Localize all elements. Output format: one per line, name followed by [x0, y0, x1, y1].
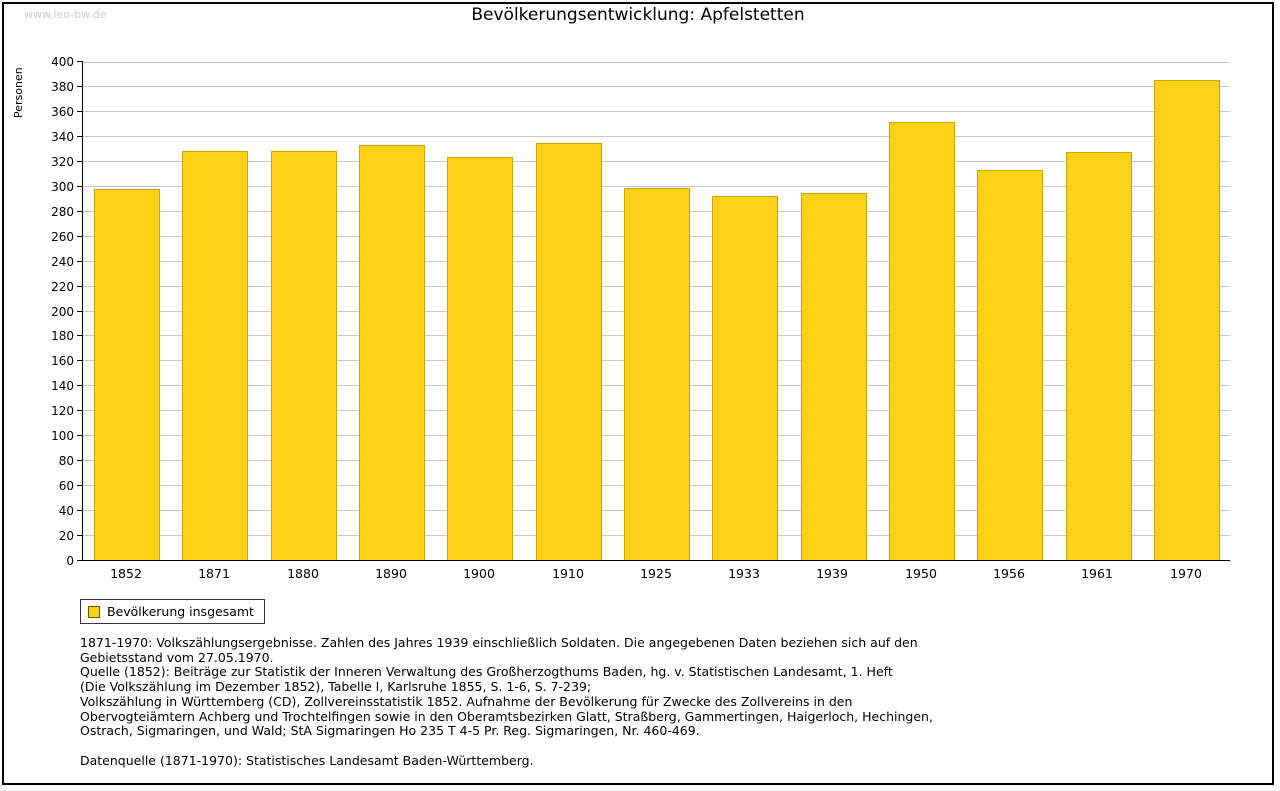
y-tick-label: 100 [51, 429, 74, 443]
y-tick-label: 20 [58, 529, 74, 543]
bar-1933 [712, 196, 778, 560]
y-axis-tick [77, 335, 83, 336]
y-axis-tick [77, 385, 83, 386]
y-tick-label: 60 [58, 479, 74, 493]
y-tick-label: 360 [51, 105, 74, 119]
watermark: www.leo-bw.de [24, 8, 107, 21]
y-axis-tick [77, 286, 83, 287]
gridline [83, 161, 1230, 162]
x-tick-label: 1890 [375, 566, 407, 581]
footer-line: (Die Volkszählung im Dezember 1852), Tab… [80, 679, 592, 695]
bar-1871 [182, 151, 248, 560]
bar-1880 [271, 151, 337, 560]
footer-line: Ostrach, Sigmaringen, und Wald; StA Sigm… [80, 723, 700, 739]
bar-1890 [359, 145, 425, 560]
y-axis-tick [77, 510, 83, 511]
legend: Bevölkerung insgesamt [80, 599, 265, 624]
y-axis-tick [77, 560, 83, 561]
y-tick-label: 400 [51, 55, 74, 69]
footer-line: 1871-1970: Volkszählungsergebnisse. Zahl… [80, 635, 918, 650]
y-tick-label: 260 [51, 230, 74, 244]
x-tick-label: 1900 [463, 566, 495, 581]
y-axis-tick [77, 161, 83, 162]
y-axis-tick [77, 535, 83, 536]
y-tick-label: 40 [58, 504, 74, 518]
y-tick-label: 200 [51, 305, 74, 319]
y-tick-label: 240 [51, 255, 74, 269]
x-tick-label: 1925 [640, 566, 672, 581]
gridline [83, 62, 1230, 63]
y-tick-label: 280 [51, 205, 74, 219]
y-axis-tick [77, 485, 83, 486]
gridline [83, 186, 1230, 187]
bar-1939 [801, 193, 867, 560]
y-tick-label: 220 [51, 280, 74, 294]
y-axis-tick [77, 86, 83, 87]
footer-line: Gebietsstand vom 27.05.1970. [80, 649, 274, 665]
y-tick-label: 160 [51, 354, 74, 368]
footer-line [80, 739, 1210, 754]
y-tick-label: 300 [51, 180, 74, 194]
y-axis-tick [77, 410, 83, 411]
y-axis-tick [77, 111, 83, 112]
y-axis-tick [77, 211, 83, 212]
x-axis-tick-labels: 1852 1871 1880 1890 1900 1910 1925 1933 1939 1950… [82, 566, 1230, 582]
y-tick-label: 340 [51, 130, 74, 144]
x-tick-label: 1880 [287, 566, 319, 581]
legend-label: Bevölkerung insgesamt [107, 604, 254, 619]
x-tick-label: 1961 [1081, 566, 1113, 581]
y-axis-tick [77, 61, 83, 62]
y-tick-label: 380 [51, 80, 74, 94]
plot-area [77, 61, 1230, 561]
x-tick-label: 1956 [993, 566, 1025, 581]
legend-swatch-icon [88, 605, 100, 618]
bar-1970 [1154, 80, 1220, 560]
y-tick-label: 80 [58, 454, 74, 468]
y-axis-tick [77, 360, 83, 361]
bar-1900 [447, 157, 513, 560]
x-tick-label: 1852 [110, 566, 142, 581]
x-tick-label: 1871 [198, 566, 230, 581]
y-tick-label: 0 [66, 554, 74, 568]
x-tick-label: 1933 [728, 566, 760, 581]
x-tick-label: 1939 [816, 566, 848, 581]
gridline [83, 111, 1230, 112]
gridline [83, 86, 1230, 87]
y-tick-label: 120 [51, 404, 74, 418]
y-axis-tick [77, 186, 83, 187]
y-axis-tick [77, 311, 83, 312]
footer-line: Obervogteiämtern Achberg und Trochtelfin… [80, 708, 933, 724]
bar-1956 [977, 170, 1043, 560]
bar-1910 [536, 143, 602, 560]
footer-line: Datenquelle (1871-1970): Statistisches L… [80, 752, 534, 768]
y-tick-label: 140 [51, 379, 74, 393]
x-tick-label: 1970 [1170, 566, 1202, 581]
x-tick-label: 1910 [552, 566, 584, 581]
footer-line: Volkszählung in Württemberg (CD), Zollve… [80, 693, 853, 709]
bar-1961 [1066, 152, 1132, 560]
y-tick-label: 180 [51, 329, 74, 343]
y-axis-tick [77, 236, 83, 237]
y-axis-tick [77, 261, 83, 262]
footer-notes: 1871-1970: Volkszählungsergebnisse. Zahl… [80, 635, 1210, 768]
bar-1852 [94, 189, 160, 560]
footer-line: Quelle (1852): Beiträge zur Statistik de… [80, 664, 893, 680]
x-tick-label: 1950 [905, 566, 937, 581]
y-axis-tick-labels: 0 20 40 60 80 100 120 140 160 180 200 220 240 260 280 3… [4, 56, 74, 567]
y-tick-label: 320 [51, 155, 74, 169]
y-axis-tick [77, 435, 83, 436]
y-axis-tick [77, 460, 83, 461]
y-axis-tick [77, 136, 83, 137]
gridline [83, 136, 1230, 137]
bar-1925 [624, 188, 690, 560]
bar-1950 [889, 122, 955, 560]
chart-title: Bevölkerungsentwicklung: Apfelstetten [471, 5, 805, 25]
